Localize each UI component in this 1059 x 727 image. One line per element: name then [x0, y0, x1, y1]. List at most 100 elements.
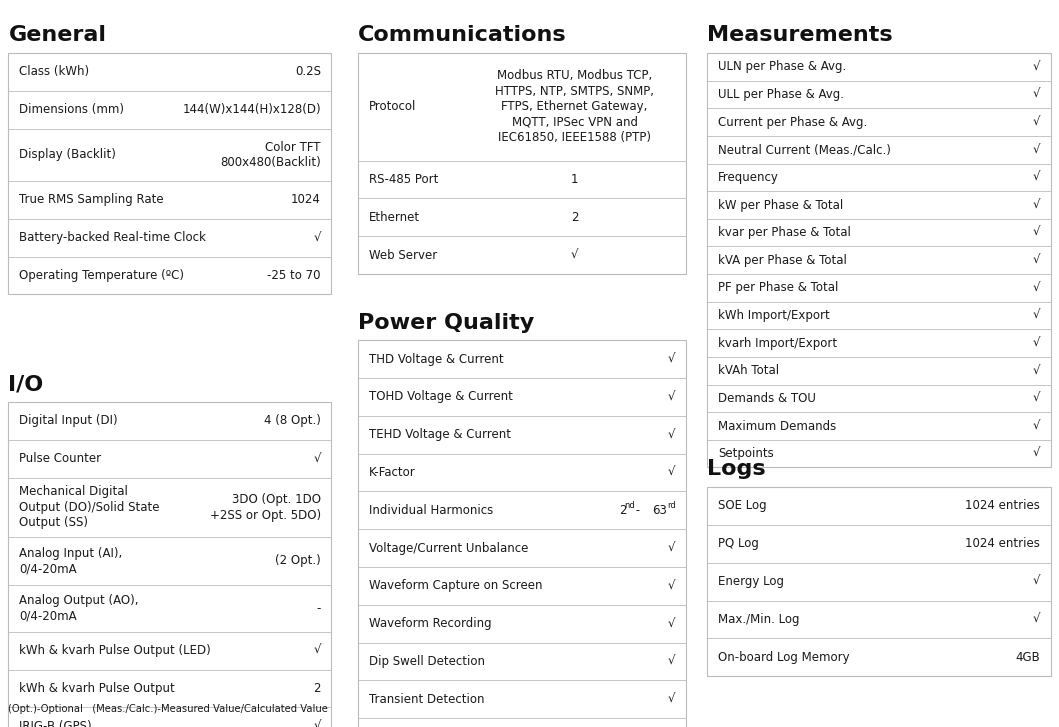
Text: Transient Detection: Transient Detection	[369, 693, 484, 706]
Text: kWh Import/Export: kWh Import/Export	[718, 309, 830, 322]
Text: √: √	[1033, 419, 1040, 433]
Text: TEHD Voltage & Current: TEHD Voltage & Current	[369, 428, 510, 441]
Text: kVA per Phase & Total: kVA per Phase & Total	[718, 254, 847, 267]
Text: -: -	[632, 504, 644, 517]
Text: 3DO (Opt. 1DO
+2SS or Opt. 5DO): 3DO (Opt. 1DO +2SS or Opt. 5DO)	[210, 493, 321, 522]
Text: 2: 2	[620, 504, 627, 517]
Text: Waveform Capture on Screen: Waveform Capture on Screen	[369, 579, 542, 593]
Text: √: √	[313, 452, 321, 465]
Bar	[8, 53, 331, 294]
Text: Analog Output (AO),
0/4-20mA: Analog Output (AO), 0/4-20mA	[19, 594, 139, 622]
Text: kvar per Phase & Total: kvar per Phase & Total	[718, 226, 850, 239]
Text: 1: 1	[571, 173, 578, 186]
Text: 1024: 1024	[291, 193, 321, 206]
Text: √: √	[1033, 171, 1040, 184]
Text: Individual Harmonics: Individual Harmonics	[369, 504, 492, 517]
Text: Class (kWh): Class (kWh)	[19, 65, 89, 79]
Text: 63: 63	[652, 504, 667, 517]
Text: Color TFT
800x480(Backlit): Color TFT 800x480(Backlit)	[220, 140, 321, 169]
Text: Max./Min. Log: Max./Min. Log	[718, 613, 800, 626]
Text: Ethernet: Ethernet	[369, 211, 419, 224]
Text: kvarh Import/Export: kvarh Import/Export	[718, 337, 837, 350]
Bar	[8, 402, 331, 727]
Bar	[707, 487, 1051, 676]
Text: Pulse Counter: Pulse Counter	[19, 452, 102, 465]
Text: √: √	[668, 579, 676, 593]
Text: √: √	[1033, 364, 1040, 377]
Text: -25 to 70: -25 to 70	[267, 269, 321, 282]
Text: √: √	[1033, 281, 1040, 294]
Text: √: √	[1033, 198, 1040, 212]
Text: Energy Log: Energy Log	[718, 575, 784, 588]
Text: Waveform Recording: Waveform Recording	[369, 617, 491, 630]
Text: IRIG-B (GPS): IRIG-B (GPS)	[19, 720, 92, 727]
Text: 1024 entries: 1024 entries	[965, 537, 1040, 550]
Text: √: √	[668, 390, 676, 403]
Text: √: √	[1033, 309, 1040, 322]
Text: True RMS Sampling Rate: True RMS Sampling Rate	[19, 193, 164, 206]
Text: PQ Log: PQ Log	[718, 537, 759, 550]
Text: Neutral Current (Meas./Calc.): Neutral Current (Meas./Calc.)	[718, 143, 891, 156]
Text: Demands & TOU: Demands & TOU	[718, 392, 815, 405]
Text: Analog Input (AI),
0/4-20mA: Analog Input (AI), 0/4-20mA	[19, 547, 122, 575]
Text: √: √	[668, 428, 676, 441]
Text: Current per Phase & Avg.: Current per Phase & Avg.	[718, 116, 867, 129]
Text: √: √	[1033, 60, 1040, 73]
Text: √: √	[668, 353, 676, 366]
Text: ULN per Phase & Avg.: ULN per Phase & Avg.	[718, 60, 846, 73]
Text: I/O: I/O	[8, 374, 43, 395]
Text: Setpoints: Setpoints	[718, 447, 774, 460]
Text: kWh & kvarh Pulse Output: kWh & kvarh Pulse Output	[19, 682, 175, 695]
Text: TOHD Voltage & Current: TOHD Voltage & Current	[369, 390, 513, 403]
Text: √: √	[313, 644, 321, 657]
Text: √: √	[668, 617, 676, 630]
Text: Communications: Communications	[358, 25, 567, 46]
Text: rd: rd	[667, 502, 676, 510]
Text: 2: 2	[571, 211, 578, 224]
Text: kWh & kvarh Pulse Output (LED): kWh & kvarh Pulse Output (LED)	[19, 644, 211, 657]
Text: √: √	[668, 693, 676, 706]
Text: Dip Swell Detection: Dip Swell Detection	[369, 655, 485, 668]
Text: (Opt.)-Optional   (Meas./Calc.)-Measured Value/Calculated Value: (Opt.)-Optional (Meas./Calc.)-Measured V…	[8, 704, 328, 714]
Text: ULL per Phase & Avg.: ULL per Phase & Avg.	[718, 88, 844, 101]
Text: kW per Phase & Total: kW per Phase & Total	[718, 198, 843, 212]
Text: Dimensions (mm): Dimensions (mm)	[19, 103, 124, 116]
Text: √: √	[1033, 613, 1040, 626]
Text: On-board Log Memory: On-board Log Memory	[718, 651, 849, 664]
Text: √: √	[668, 655, 676, 668]
Text: kVAh Total: kVAh Total	[718, 364, 779, 377]
Text: Modbus RTU, Modbus TCP,
HTTPS, NTP, SMTPS, SNMP,
FTPS, Ethernet Gateway,
MQTT, I: Modbus RTU, Modbus TCP, HTTPS, NTP, SMTP…	[496, 69, 654, 145]
Text: General: General	[8, 25, 107, 46]
Text: THD Voltage & Current: THD Voltage & Current	[369, 353, 503, 366]
Text: RS-485 Port: RS-485 Port	[369, 173, 438, 186]
Text: √: √	[571, 249, 578, 262]
Text: √: √	[1033, 226, 1040, 239]
Text: √: √	[1033, 392, 1040, 405]
Text: Operating Temperature (ºC): Operating Temperature (ºC)	[19, 269, 184, 282]
Text: √: √	[1033, 88, 1040, 101]
Text: Protocol: Protocol	[369, 100, 416, 113]
Text: SOE Log: SOE Log	[718, 499, 767, 513]
Text: √: √	[1033, 337, 1040, 350]
Text: √: √	[1033, 575, 1040, 588]
Text: 0.2S: 0.2S	[294, 65, 321, 79]
Text: (2 Opt.): (2 Opt.)	[275, 555, 321, 567]
Text: Digital Input (DI): Digital Input (DI)	[19, 414, 118, 427]
Text: 4GB: 4GB	[1016, 651, 1040, 664]
Text: √: √	[1033, 447, 1040, 460]
Text: 4 (8 Opt.): 4 (8 Opt.)	[264, 414, 321, 427]
Text: 144(W)x144(H)x128(D): 144(W)x144(H)x128(D)	[182, 103, 321, 116]
Text: √: √	[1033, 143, 1040, 156]
Text: K-Factor: K-Factor	[369, 466, 415, 479]
Text: 1024 entries: 1024 entries	[965, 499, 1040, 513]
Text: √: √	[313, 231, 321, 244]
Bar	[358, 340, 686, 727]
Text: nd: nd	[625, 502, 635, 510]
Text: PF per Phase & Total: PF per Phase & Total	[718, 281, 839, 294]
Text: Power Quality: Power Quality	[358, 313, 534, 333]
Text: 2: 2	[313, 682, 321, 695]
Text: Measurements: Measurements	[707, 25, 893, 46]
Text: Maximum Demands: Maximum Demands	[718, 419, 837, 433]
Text: Web Server: Web Server	[369, 249, 436, 262]
Text: Mechanical Digital
Output (DO)/Solid State
Output (SS): Mechanical Digital Output (DO)/Solid Sta…	[19, 486, 160, 529]
